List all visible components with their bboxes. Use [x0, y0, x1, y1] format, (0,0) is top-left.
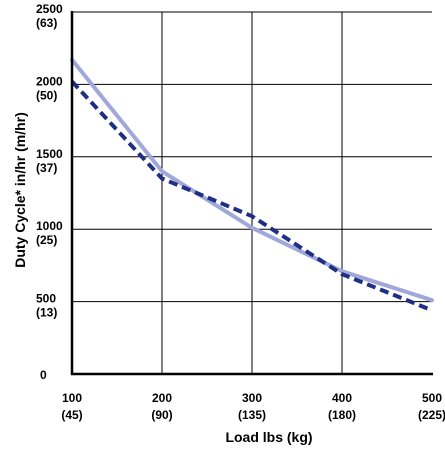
grid-lines: [72, 12, 432, 374]
y-tick-label: 500: [36, 292, 56, 306]
x-tick-label: 400: [332, 391, 352, 405]
x-tick-sublabel: (135): [238, 408, 266, 422]
x-tick-labels: 100 (45) 200 (90) 300 (135) 400 (180) 500 (225): [61, 391, 445, 422]
x-tick-label: 500: [422, 391, 442, 405]
x-tick-sublabel: (45): [61, 408, 82, 422]
y-tick-sublabel: (63): [36, 16, 57, 30]
x-tick-label: 100: [62, 391, 82, 405]
x-tick-label: 200: [152, 391, 172, 405]
y-tick-sublabel: (50): [36, 88, 57, 102]
y-tick-label: 2000: [36, 74, 63, 88]
y-tick-label: 0: [40, 368, 47, 382]
y-tick-sublabel: (25): [36, 233, 57, 247]
y-tick-sublabel: (13): [36, 306, 57, 320]
y-tick-sublabel: (37): [36, 161, 57, 175]
x-tick-sublabel: (180): [328, 408, 356, 422]
x-tick-sublabel: (225): [418, 408, 445, 422]
y-tick-label: 2500: [36, 2, 63, 16]
y-axis-title: Duty Cycle* in/hr (m/hr): [12, 112, 28, 268]
x-axis-title: Load lbs (kg): [225, 429, 312, 445]
x-tick-sublabel: (90): [151, 408, 172, 422]
y-tick-label: 1500: [36, 147, 63, 161]
y-tick-label: 1000: [36, 219, 63, 233]
y-tick-labels: 0 500(13) 1000(25) 1500(37) 2000(50) 2500(63): [36, 2, 63, 382]
x-tick-label: 300: [242, 391, 262, 405]
